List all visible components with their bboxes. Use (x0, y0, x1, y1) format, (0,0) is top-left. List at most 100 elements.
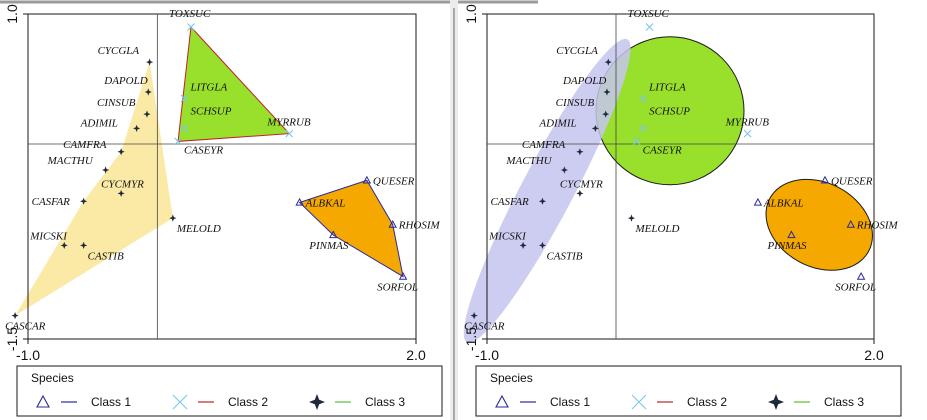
class3-hull (15, 62, 173, 316)
axes: -1.0 2.0 1.0 -1.5 (463, 4, 884, 363)
species-marker-sorfol (398, 271, 408, 280)
legend-label: Class 2 (687, 395, 727, 409)
legend-label: Class 2 (228, 395, 268, 409)
species-marker-queser (362, 175, 372, 184)
class3-ellipse (463, 38, 631, 343)
y-tick-label: 1.0 (4, 4, 20, 24)
species-marker-schsup (639, 124, 647, 133)
species-label-pinmas: PINMAS (308, 240, 349, 252)
species-label-castib: CASTIB (88, 250, 124, 262)
species-label-albkal: ALBKAL (305, 198, 346, 210)
legend-right: Species Class 1 Class 2 Class 3 (475, 365, 902, 417)
species-label-dapold: DAPOLD (562, 75, 606, 87)
legend-label: Class 3 (824, 395, 864, 409)
species-label-cycgla: CYCGLA (556, 45, 598, 57)
class1-hull (298, 179, 404, 278)
species-marker-sorfol (856, 271, 866, 280)
species-marker-castib (80, 241, 88, 249)
species-label-queser: QUESER (373, 175, 415, 187)
species-marker-caseyr (174, 137, 182, 146)
species-label-rhosim: RHOSIM (398, 220, 441, 232)
species-marker-myrrub (743, 129, 752, 138)
species-label-adimil: ADIMIL (538, 117, 576, 129)
species-marker-cycgla (145, 58, 154, 66)
star4-icon (768, 394, 784, 410)
class-hulls (463, 36, 873, 343)
species-label-dapold: DAPOLD (103, 75, 147, 87)
species-label-micski: MICSKI (29, 230, 68, 242)
species-marker-dapold (603, 88, 611, 96)
species-marker-cascar (11, 312, 19, 320)
species-marker-cascar (470, 312, 478, 320)
species-marker-rhosim (846, 219, 856, 228)
species-marker-cycgla (604, 58, 612, 66)
species-label-schsup: SCHSUP (649, 105, 690, 117)
species-marker-castib (538, 241, 547, 249)
legend-item-class-2: Class 2 (631, 394, 727, 410)
left-plot-panel: -1.0 2.0 1.0 -1.5 TOXSUC LITGLA SCHSUP MYRRUB CA… (4, 4, 440, 363)
species-marker-casfar (80, 197, 88, 205)
species-marker-rhosim (388, 219, 397, 228)
species-marker-queser (820, 175, 830, 184)
species-label-cascar: CASCAR (464, 321, 505, 333)
species-label-cycmyr: CYCMYR (560, 178, 603, 190)
species-points: TOXSUC LITGLA SCHSUP MYRRUB CASEYR CYCGLA DAPO… (464, 8, 898, 333)
species-label-schsup: SCHSUP (190, 105, 231, 117)
legend-label: Class 1 (91, 395, 131, 409)
species-label-rhosim: RHOSIM (856, 220, 899, 232)
species-label-caseyr: CASEYR (184, 144, 223, 156)
species-marker-macthu (560, 166, 568, 174)
species-marker-litgla (180, 94, 189, 103)
species-marker-camfra (117, 148, 125, 156)
species-label-cycmyr: CYCMYR (101, 178, 144, 190)
species-label-casfar: CASFAR (32, 196, 71, 208)
y-tick-label: 1.0 (463, 4, 479, 24)
legend-title: Species (31, 371, 74, 385)
class1-ellipse (765, 178, 873, 271)
triangle-icon (36, 394, 50, 408)
legend-label: Class 3 (365, 395, 405, 409)
legend-title: Species (490, 371, 533, 385)
legend-item-class-3: Class 3 (309, 394, 405, 410)
species-marker-litgla (639, 94, 647, 103)
species-marker-pinmas (787, 230, 796, 239)
species-marker-adimil (133, 124, 141, 132)
species-marker-micski (519, 241, 527, 249)
species-label-albkal: ALBKAL (763, 198, 804, 210)
species-label-myrrub: MYRRUB (725, 117, 770, 129)
species-marker-albkal (295, 197, 304, 206)
legend-item-class-2: Class 2 (172, 394, 268, 410)
species-marker-albkal (753, 197, 763, 206)
species-label-macthu: MACTHU (47, 155, 94, 167)
species-marker-caseyr (632, 137, 641, 146)
plot-frame (486, 13, 875, 340)
species-label-casfar: CASFAR (490, 196, 529, 208)
x-icon (172, 394, 188, 410)
species-label-caseyr: CASEYR (643, 144, 682, 156)
species-marker-myrrub (285, 129, 294, 138)
species-marker-toxsuc (645, 23, 654, 31)
species-marker-toxsuc (187, 23, 195, 31)
species-label-queser: QUESER (831, 175, 873, 187)
species-points: TOXSUC LITGLA SCHSUP MYRRUB CASEYR CYCGLA DAPO… (5, 8, 440, 333)
species-marker-adimil (591, 124, 599, 132)
star4-icon (309, 394, 325, 410)
axes: -1.0 2.0 1.0 -1.5 (4, 4, 426, 363)
species-marker-melold (627, 214, 636, 222)
species-marker-cycmyr (576, 189, 584, 197)
legend-item-class-1: Class 1 (495, 394, 590, 409)
species-marker-melold (169, 214, 177, 222)
species-label-sorfol: SORFOL (377, 282, 418, 294)
species-label-micski: MICSKI (488, 230, 527, 242)
x-tick-label: 2.0 (864, 347, 884, 363)
legend-left: Species Class 1 Class 2 Class 3 (16, 365, 443, 417)
y-tick-label: -1.5 (463, 327, 479, 351)
species-label-camfra: CAMFRA (522, 139, 566, 151)
legend-box (475, 365, 902, 417)
triangle-icon (495, 394, 509, 408)
species-marker-cinsub (143, 110, 151, 118)
species-label-adimil: ADIMIL (80, 117, 118, 129)
species-label-camfra: CAMFRA (63, 139, 107, 151)
x-icon (631, 394, 647, 410)
